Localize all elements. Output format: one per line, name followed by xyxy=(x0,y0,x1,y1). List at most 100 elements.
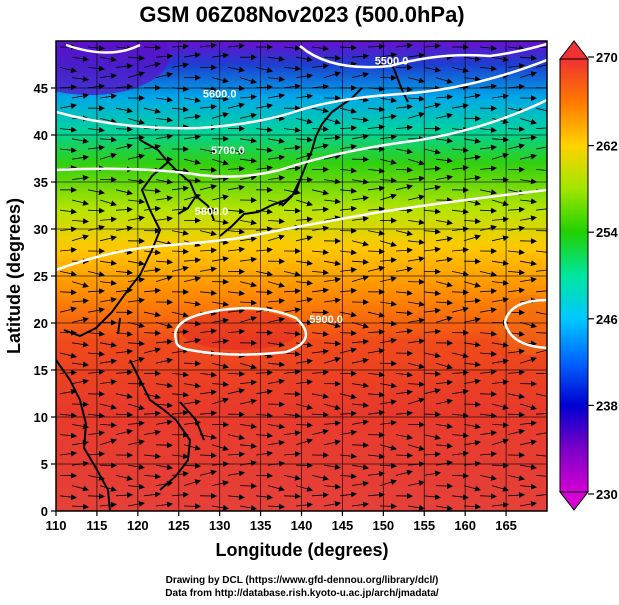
wind-arrow xyxy=(351,53,369,60)
wind-arrow xyxy=(423,388,441,395)
wind-arrow xyxy=(59,208,77,215)
wind-arrow xyxy=(127,483,145,490)
wind-arrow xyxy=(519,276,537,283)
wind-arrow xyxy=(99,341,117,348)
wind-arrow xyxy=(407,95,425,102)
wind-arrow xyxy=(339,124,357,131)
wind-arrow xyxy=(59,450,77,457)
wind-arrow xyxy=(379,360,397,367)
wind-arrow xyxy=(479,451,497,458)
wind-arrow xyxy=(407,219,425,226)
wind-arrow xyxy=(283,369,301,376)
wind-arrow xyxy=(407,175,425,182)
wind-arrow xyxy=(239,77,257,84)
wind-arrow xyxy=(283,493,301,500)
wind-arrow xyxy=(451,208,469,215)
wind-arrow xyxy=(535,410,547,417)
wind-arrow xyxy=(507,225,525,232)
wind-arrow xyxy=(491,296,509,303)
wind-arrow xyxy=(395,266,413,273)
wind-arrow xyxy=(507,63,525,70)
wind-arrow xyxy=(351,338,369,345)
wind-arrow xyxy=(183,444,201,451)
wind-arrow xyxy=(283,451,301,458)
wind-arrow xyxy=(323,118,341,125)
wind-arrow xyxy=(267,175,285,182)
wind-arrow xyxy=(211,397,229,405)
wind-arrow xyxy=(267,423,285,430)
y-axis-label: Latitude (degrees) xyxy=(4,198,24,354)
wind-arrow xyxy=(283,474,301,481)
contour-label: 5900.0 xyxy=(309,314,343,326)
colorbar-body xyxy=(559,58,589,493)
wind-arrow xyxy=(295,152,313,160)
wind-arrow xyxy=(367,167,385,174)
wind-arrow xyxy=(395,124,413,131)
wind-arrow xyxy=(519,153,537,160)
wind-arrow xyxy=(323,297,341,304)
x-tick-label: 140 xyxy=(291,518,313,533)
wind-arrow xyxy=(295,379,313,386)
wind-arrow xyxy=(367,409,385,416)
wind-arrow xyxy=(519,134,537,141)
wind-arrow xyxy=(227,370,245,377)
wind-arrow xyxy=(367,206,385,213)
wind-arrow xyxy=(71,175,89,181)
wind-arrow xyxy=(423,208,441,215)
wind-arrow xyxy=(407,301,425,307)
wind-arrow xyxy=(311,330,329,337)
wind-arrow xyxy=(423,42,441,49)
wind-arrow xyxy=(479,412,497,419)
colorbar-tick-label: 262 xyxy=(596,139,618,154)
wind-arrow xyxy=(395,389,413,396)
wind-arrow xyxy=(127,403,145,411)
wind-arrow xyxy=(367,470,385,477)
wind-arrow xyxy=(171,409,189,416)
wind-arrow xyxy=(127,153,145,160)
wind-arrow xyxy=(311,143,329,150)
wind-arrow xyxy=(395,452,413,459)
wind-arrow xyxy=(115,393,133,400)
wind-arrow xyxy=(87,189,105,195)
wind-arrow xyxy=(155,419,173,426)
wind-arrow xyxy=(311,393,329,400)
wind-arrow xyxy=(239,137,257,144)
wind-arrow xyxy=(115,63,133,70)
wind-arrow xyxy=(507,411,525,418)
wind-arrow xyxy=(255,226,273,233)
wind-arrow xyxy=(155,480,173,487)
wind-arrow xyxy=(99,403,117,410)
wind-arrow xyxy=(87,451,105,458)
wind-arrow xyxy=(227,208,245,215)
contour-5800 xyxy=(56,188,547,272)
wind-arrow xyxy=(295,56,313,63)
wind-arrow xyxy=(199,328,217,335)
wind-arrow xyxy=(211,461,229,468)
wind-arrow xyxy=(71,503,89,510)
wind-arrow xyxy=(267,234,285,242)
wind-arrow xyxy=(59,126,77,133)
wind-arrow xyxy=(115,348,133,355)
wind-arrow xyxy=(311,126,329,133)
wind-arrow xyxy=(155,322,173,329)
wind-arrow xyxy=(267,440,285,446)
wind-arrow xyxy=(407,381,425,388)
wind-arrow xyxy=(367,391,385,398)
colorbar-tick-label: 238 xyxy=(596,398,618,413)
wind-arrow xyxy=(99,216,117,223)
wind-arrow xyxy=(99,485,117,492)
wind-arrow xyxy=(351,133,369,140)
wind-arrow xyxy=(379,158,397,165)
wind-arrow xyxy=(171,391,189,398)
wind-arrow xyxy=(155,53,173,60)
wind-arrow xyxy=(143,491,161,498)
wind-arrow xyxy=(311,83,329,90)
wind-arrow xyxy=(395,434,413,440)
wind-arrow xyxy=(463,281,481,288)
wind-arrow xyxy=(535,144,547,150)
x-tick-label: 110 xyxy=(46,518,67,533)
wind-arrow xyxy=(407,362,425,370)
wind-arrow xyxy=(435,379,453,386)
wind-arrow xyxy=(183,257,201,264)
wind-arrow xyxy=(367,85,385,92)
